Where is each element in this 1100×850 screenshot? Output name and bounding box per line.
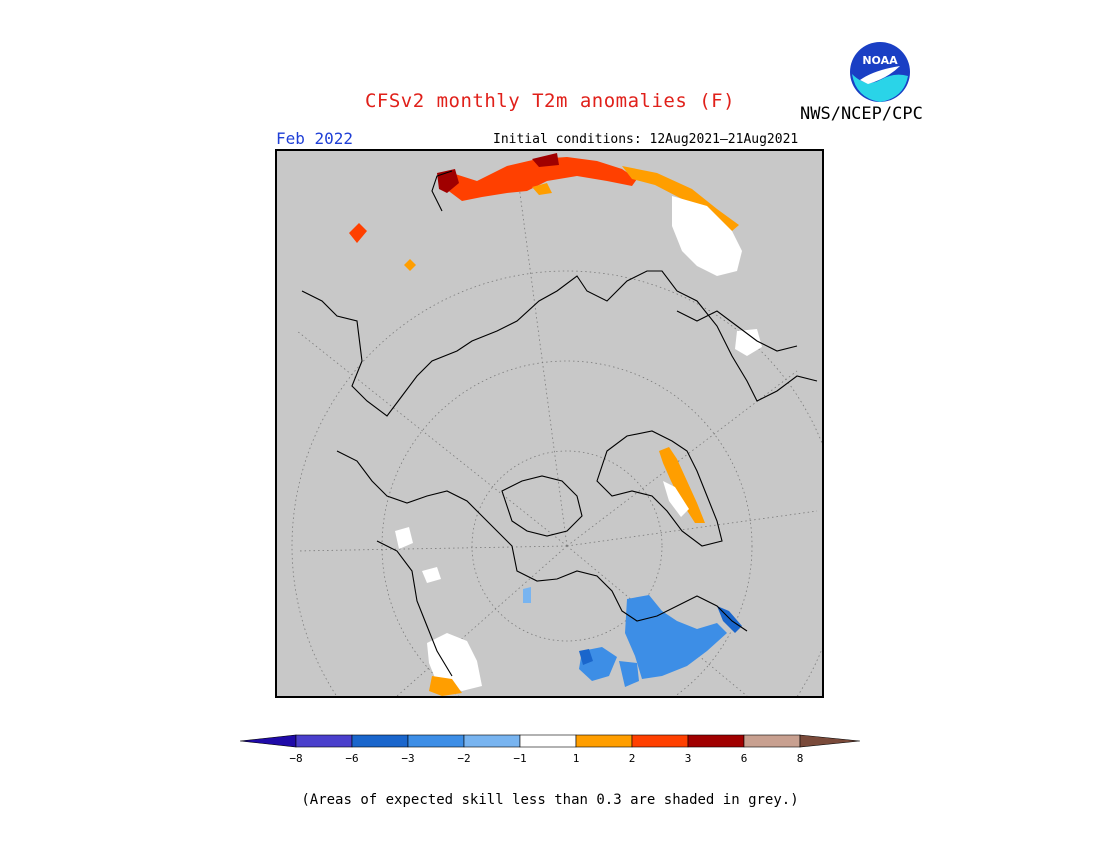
coastlines <box>301 170 818 677</box>
anomaly-mid <box>395 329 762 696</box>
map-title: CFSv2 monthly T2m anomalies (F) <box>364 90 736 112</box>
colorbar-label: −6 <box>345 752 359 765</box>
org-label: NWS/NCEP/CPC <box>800 104 923 124</box>
colorbar-label: 3 <box>684 752 692 765</box>
noaa-logo: NOAA <box>848 40 912 104</box>
anomaly-cold <box>523 587 742 687</box>
footnote: (Areas of expected skill less than 0.3 a… <box>301 792 799 808</box>
colorbar-label: −1 <box>513 752 527 765</box>
initial-conditions: Initial conditions: 12Aug2021–21Aug2021 <box>493 132 799 147</box>
colorbar-label: 1 <box>572 752 580 765</box>
colorbar-label: −8 <box>289 752 303 765</box>
colorbar-label: −2 <box>457 752 471 765</box>
anomaly-warm-south <box>349 153 742 276</box>
colorbar-label: 2 <box>628 752 636 765</box>
polar-map <box>275 149 824 698</box>
graticule <box>291 170 822 696</box>
colorbar-label: 6 <box>740 752 748 765</box>
colorbar-label: 8 <box>796 752 804 765</box>
colorbar <box>239 732 861 754</box>
forecast-month: Feb 2022 <box>276 129 354 148</box>
colorbar-label: −3 <box>401 752 415 765</box>
svg-text:NOAA: NOAA <box>862 54 898 67</box>
